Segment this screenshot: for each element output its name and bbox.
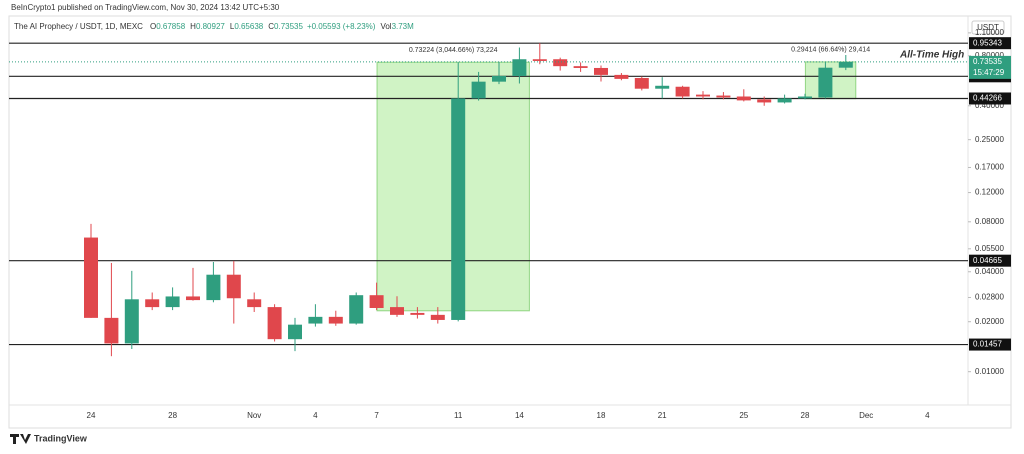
candle-body: [165, 296, 180, 308]
measure-label: 0.29414 (66.64%) 29,414: [791, 47, 870, 54]
candle-body: [471, 81, 486, 99]
candle-body: [532, 59, 547, 61]
x-tick-label: 4: [925, 411, 930, 420]
y-tick-label: 0.02000: [975, 317, 1004, 326]
candle-body: [84, 237, 98, 318]
ohlc-value: 0.80927: [196, 22, 225, 31]
brand-logo: [10, 434, 31, 444]
y-tick-label: 0.17000: [975, 163, 1004, 172]
x-tick-label: 25: [739, 411, 748, 420]
x-tick-label: 18: [597, 411, 606, 420]
candle-body: [492, 75, 506, 82]
last-price-label: 0.73535: [973, 57, 1002, 66]
candle-body: [430, 314, 445, 320]
candle-body: [594, 67, 608, 75]
ohlc-label: H: [190, 22, 196, 31]
candle-body: [512, 59, 527, 76]
x-tick-label: 24: [87, 411, 96, 420]
y-tick-label: 0.02800: [975, 293, 1004, 302]
candle-body: [206, 274, 221, 301]
x-tick-label: Nov: [247, 411, 261, 420]
y-tick-label: 0.25000: [975, 135, 1004, 144]
x-tick-label: 14: [515, 411, 524, 420]
y-tick-label: 0.01000: [975, 367, 1004, 376]
candle-body: [226, 274, 241, 299]
y-tick-label: 1.10000: [975, 28, 1004, 37]
level-label-box: [969, 92, 1011, 105]
currency-box: [971, 20, 1005, 35]
candle-body: [349, 295, 364, 324]
y-tick-label: 0.80000: [975, 51, 1004, 60]
candle-body: [186, 296, 200, 301]
countdown: 15:47:29: [973, 68, 1005, 77]
candle-body: [838, 61, 853, 68]
candle-body: [634, 78, 649, 89]
candle-body: [716, 95, 731, 98]
ohlc-legend: O0.67858 H0.80927 L0.65638 C0.73535 +0.05593…: [150, 22, 414, 31]
candle-body: [675, 86, 690, 97]
candle-body: [655, 85, 670, 89]
y-tick-label: 0.04000: [975, 267, 1004, 276]
candle-body: [124, 299, 139, 344]
candle-body: [818, 67, 833, 98]
y-tick-label: 0.40000: [975, 101, 1004, 110]
candle-body: [573, 66, 588, 68]
x-tick-label: 28: [168, 411, 177, 420]
candle-body: [553, 59, 568, 67]
x-tick-label: 4: [313, 411, 318, 420]
x-tick-label: Dec: [859, 411, 873, 420]
frame: [8, 15, 1012, 429]
ohlc-label: L: [230, 22, 235, 31]
level-label: 0.04665: [973, 256, 1002, 265]
level-label-box: [969, 37, 1011, 50]
level-label: 0.95343: [973, 38, 1002, 47]
candle-body: [288, 324, 302, 340]
candle-body: [104, 317, 119, 344]
candle-body: [390, 307, 404, 315]
ohlc-label: C: [268, 22, 274, 31]
candle-body: [410, 312, 425, 315]
x-tick-label: 28: [801, 411, 810, 420]
candle-body: [757, 99, 772, 103]
x-tick-label: 7: [374, 411, 379, 420]
level-label: 0.01457: [973, 340, 1002, 349]
volume-value: 3.73M: [392, 22, 415, 31]
candle-body: [614, 74, 629, 79]
annotation: All-Time High: [899, 50, 964, 61]
y-tick-label: 0.08000: [975, 217, 1004, 226]
candle-body: [308, 316, 323, 324]
y-tick-label: 0.05500: [975, 244, 1004, 253]
last-price-box: [969, 55, 1011, 79]
candle-body: [145, 299, 160, 308]
ohlc-value: 0.65638: [234, 22, 263, 31]
chart-title: The AI Prophecy / USDT, 1D, MEXC: [14, 22, 143, 31]
y-tick-label: 0.12000: [975, 188, 1004, 197]
volume-label: Vol: [380, 22, 391, 31]
level-label-box: [969, 338, 1011, 351]
ohlc-value: 0.67858: [156, 22, 185, 31]
ohlc-label: O: [150, 22, 156, 31]
level-label: 0.44266: [973, 94, 1002, 103]
currency: USDT: [977, 23, 999, 32]
candle-body: [247, 299, 262, 308]
candle-body: [777, 98, 792, 103]
brand: TradingView: [34, 433, 88, 443]
candle-body: [328, 316, 343, 324]
candle-body: [369, 295, 384, 308]
change: +0.05593 (+8.23%): [307, 22, 376, 31]
candle-body: [736, 96, 751, 101]
source: BeInCrypto1 published on TradingView.com…: [11, 3, 280, 12]
level-label-box: [969, 254, 1011, 267]
candle-body: [451, 98, 466, 320]
measure-label: 0.73224 (3,044.66%) 73,224: [409, 47, 498, 54]
candle-body: [267, 307, 282, 340]
candle-body: [798, 96, 812, 99]
candle-body: [696, 94, 710, 97]
ohlc-value: 0.73535: [274, 22, 303, 31]
x-tick-label: 21: [658, 411, 667, 420]
x-tick-label: 11: [454, 411, 463, 420]
